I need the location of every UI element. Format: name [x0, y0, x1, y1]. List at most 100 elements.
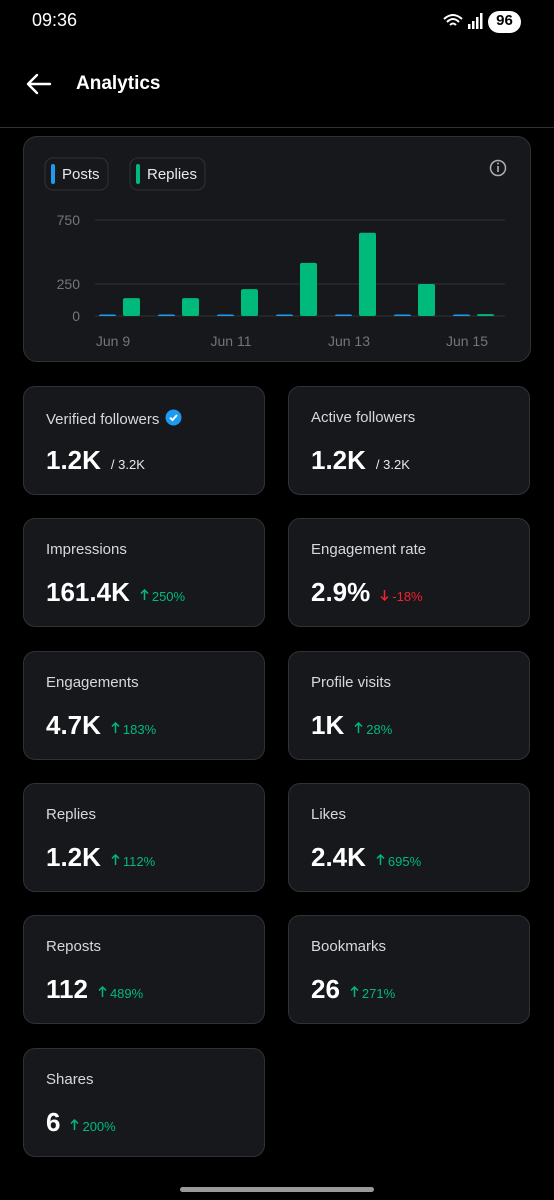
stat-change: 112%: [122, 853, 156, 869]
arrow-up: [140, 589, 149, 604]
legend-swatch: [51, 164, 55, 184]
stat-value: 1.2K: [311, 445, 366, 475]
bar: [359, 232, 376, 316]
stat-change: 200%: [82, 1118, 116, 1134]
stat-card: Active followers 1.2K / 3.2K: [288, 386, 530, 495]
stat-value-row: 1.2K 112%: [46, 842, 155, 873]
arrow-up: [354, 721, 363, 737]
stat-value: 1.2K: [46, 445, 101, 475]
bar: [158, 314, 175, 316]
stat-value-row: 1K 28%: [311, 710, 392, 741]
stat-card: Engagements 4.7K 183%: [23, 650, 265, 760]
legend-chip: [44, 157, 109, 191]
stat-value: 2.4K: [311, 841, 366, 872]
bar: [99, 314, 116, 316]
bar: [182, 298, 199, 316]
stat-value-row: 1.2K / 3.2K: [311, 445, 410, 476]
bar: [241, 289, 258, 316]
stat-change: 183%: [122, 721, 157, 737]
stat-value: 6: [46, 1106, 61, 1137]
stat-value: 26: [311, 974, 340, 1005]
stat-label: Likes: [311, 805, 347, 823]
stat-change: 695%: [387, 853, 422, 869]
x-tick-label: Jun 9: [96, 333, 130, 349]
legend-label: Replies: [147, 166, 197, 183]
stat-change-row: 489%: [98, 986, 143, 1001]
page-title: Analytics: [76, 73, 161, 94]
stat-card: Engagement rate 2.9% -18%: [288, 518, 530, 628]
bar: [123, 298, 140, 316]
stat-value-row: 1.2K / 3.2K: [46, 445, 145, 476]
stat-value: 4.7K: [46, 709, 101, 740]
stat-label-row: Verified followers: [46, 409, 182, 430]
stat-change-row: -18%: [380, 589, 423, 604]
stat-change-row: 695%: [376, 853, 422, 869]
arrow-up: [350, 986, 359, 1001]
stat-label: Active followers: [311, 409, 416, 426]
stat-value-row: 4.7K 183%: [46, 710, 156, 741]
x-tick-label: Jun 13: [328, 333, 370, 349]
stat-label: Engagements: [46, 673, 139, 691]
bar: [394, 314, 411, 316]
stat-change-row: 112%: [111, 853, 156, 869]
stat-label: Verified followers: [46, 411, 160, 428]
stat-card: Replies 1.2K 112%: [23, 782, 265, 892]
legend-label: Posts: [62, 166, 100, 183]
home-indicator: [180, 1187, 374, 1192]
legend-swatch: [136, 164, 140, 184]
stat-change: 489%: [109, 986, 144, 1002]
bar: [418, 284, 435, 316]
stat-change: 28%: [366, 721, 393, 737]
stat-card: Likes 2.4K 695%: [288, 782, 530, 892]
stat-label-row: Reposts: [46, 938, 101, 955]
stat-card: Profile visits 1K 28%: [288, 650, 530, 760]
status-icons: [443, 11, 521, 33]
stat-value: 1.2K: [46, 841, 101, 872]
stat-card: Bookmarks 26 271%: [288, 915, 530, 1025]
stat-label-row: Shares: [46, 1071, 94, 1088]
stat-label: Reposts: [46, 938, 102, 956]
arrow-up: [98, 986, 107, 1001]
bar: [453, 314, 470, 316]
stat-label-row: Likes: [311, 806, 346, 823]
stat-label: Bookmarks: [311, 938, 387, 956]
stat-change: 271%: [361, 986, 396, 1002]
stat-value: 1K: [311, 709, 345, 740]
stat-value-row: 26 271%: [311, 974, 395, 1005]
stat-label-row: Profile visits: [311, 674, 391, 691]
stat-value-row: 2.9% -18%: [311, 577, 423, 608]
stat-card: Verified followers 1.2K / 3.2K: [23, 386, 265, 495]
bar: [335, 314, 352, 316]
stat-card: Impressions 161.4K 250%: [23, 518, 265, 628]
stat-label-row: Replies: [46, 806, 96, 823]
verified-badge: [165, 409, 182, 430]
stat-change-row: 28%: [354, 721, 393, 737]
y-tick-label: 0: [72, 308, 80, 324]
stat-value-row: 161.4K 250%: [46, 577, 185, 608]
stat-value: 112: [46, 974, 88, 1005]
stat-change-row: 271%: [350, 986, 395, 1001]
arrow-up: [376, 853, 385, 869]
stat-change-row: 200%: [70, 1118, 116, 1134]
stat-label: Engagement rate: [311, 541, 427, 559]
arrow-up: [111, 853, 120, 869]
stat-label-row: Bookmarks: [311, 938, 386, 955]
y-tick-label: 250: [57, 276, 81, 292]
stat-card: Shares 6 200%: [23, 1047, 265, 1157]
stat-change: 250%: [151, 589, 186, 605]
x-tick-label: Jun 15: [446, 333, 488, 349]
arrow-down: [380, 589, 389, 604]
back-button[interactable]: [24, 72, 52, 96]
bar: [276, 314, 293, 316]
y-tick-label: 750: [57, 212, 81, 228]
stat-value: 2.9%: [311, 577, 371, 608]
bar: [477, 314, 494, 316]
x-tick-label: Jun 11: [211, 333, 252, 349]
stat-label-row: Engagements: [46, 674, 139, 691]
stat-change-row: 183%: [111, 721, 157, 737]
stat-label-row: Engagement rate: [311, 541, 426, 558]
chart: Posts Replies 0 250 750 Jun 9 Jun 11 Jun 13 Jun …: [44, 157, 507, 349]
stat-label-row: Impressions: [46, 541, 127, 558]
stat-label: Profile visits: [311, 673, 392, 691]
